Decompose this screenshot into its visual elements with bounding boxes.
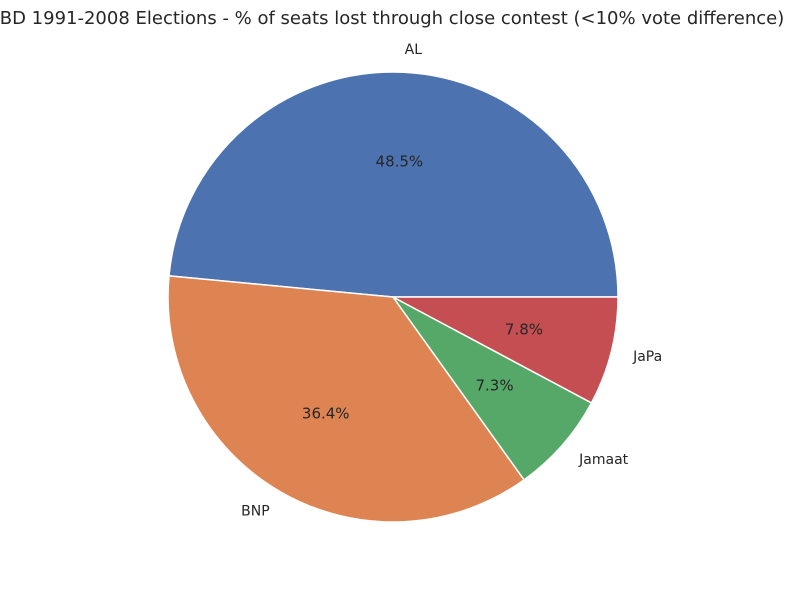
pie-labels: AL 48.5% BNP 36.4% Jamaat 7.3% JaPa 7.8% xyxy=(241,42,662,520)
slice-percent-jamaat: 7.3% xyxy=(475,376,513,394)
pie-slice-bnp xyxy=(167,275,526,523)
slice-percent-bnp: 36.4% xyxy=(302,405,350,423)
slice-label-bnp: BNP xyxy=(241,504,270,520)
slice-label-al: AL xyxy=(405,42,423,58)
pie-slice-japa xyxy=(392,296,619,404)
slice-percent-al: 48.5% xyxy=(376,153,424,171)
slice-label-japa: JaPa xyxy=(632,349,662,365)
pie-slice-jamaat xyxy=(392,296,593,481)
slice-label-jamaat: Jamaat xyxy=(578,452,629,468)
chart-title: BD 1991-2008 Elections - % of seats lost… xyxy=(0,8,784,29)
pie-slices xyxy=(167,71,619,523)
slice-percent-japa: 7.8% xyxy=(505,320,543,338)
pie-slice-al xyxy=(168,71,619,298)
